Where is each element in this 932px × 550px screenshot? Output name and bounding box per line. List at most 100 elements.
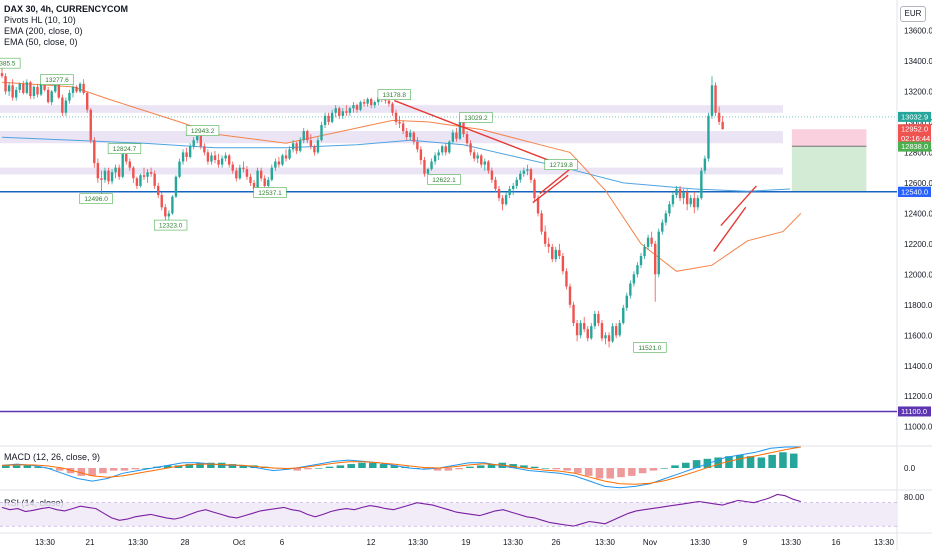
candle-body [89,109,92,141]
candle-body [409,132,412,138]
legend-ema50[interactable]: EMA (50, close, 0) [4,37,78,47]
candle-body [515,179,518,186]
candle-body [171,196,174,214]
rsi-line [1,493,801,527]
candle-body [288,149,291,159]
candle-body [717,112,721,122]
macd-histogram-bar [228,464,237,468]
candle-body [416,141,419,150]
pivot-label-box [633,342,667,353]
candle-body [611,326,614,342]
candle-body [267,179,270,186]
candle-body [682,192,685,199]
candle-body [671,195,675,205]
candle-body [188,146,192,157]
candle-body [370,99,373,106]
candle-body [107,170,110,182]
candle-body [114,167,117,173]
x-tick-label: 13:30 [781,538,802,547]
candle-body [82,83,85,93]
macd-histogram-bar [789,453,798,468]
candle-body [504,195,508,205]
trend-line [720,185,757,227]
legend-ema200[interactable]: EMA (200, close, 0) [4,26,83,36]
candle-body [643,246,646,257]
candle-body [39,83,43,95]
candle-body [710,85,714,116]
candle-body [110,172,114,182]
candle-body [210,155,213,162]
macd-histogram-bar [541,468,550,469]
candle-body [419,149,423,161]
x-tick-label: 19 [462,538,471,547]
macd-histogram-bar [692,460,701,468]
x-tick-label: 6 [280,538,285,547]
candle-body [36,86,39,95]
candle-body [242,167,245,170]
candle-body [224,155,227,159]
macd-histogram-bar [120,468,129,471]
currency-button[interactable]: EUR [900,6,926,22]
price-tag-label: 12952.0 [901,125,928,134]
candle-body [632,274,636,284]
candle-body [263,178,266,186]
candle-body [543,231,547,244]
candle-body [192,140,195,147]
candle-body [441,146,444,153]
candle-body [71,86,75,93]
pivot-label: 13277.6 [45,77,69,84]
candle-body [373,102,376,106]
x-tick-label: 13:30 [408,538,429,547]
candle-body [341,111,344,116]
candle-body [497,188,501,199]
candle-body [146,172,149,177]
legend-pivots[interactable]: Pivots HL (10, 10) [4,15,76,25]
candle-body [508,188,511,196]
trend-line [532,174,569,204]
candle-body [291,143,295,150]
candle-body [128,161,131,168]
macd-histogram-bar [142,468,150,469]
candle-body [0,73,4,77]
x-tick-label: 21 [86,538,95,547]
macd-histogram-bar [455,468,463,470]
y-tick-label: 11400.0 [904,362,932,371]
candle-body [323,115,327,125]
macd-histogram-bar [315,468,323,469]
candle-body [412,132,415,142]
candle-body [526,169,529,171]
candle-body [707,115,710,159]
price-tag-label: 13032.9 [901,112,928,121]
macd-histogram-bar [131,468,140,470]
macd-histogram-bar [379,464,388,468]
macd-histogram-bar [520,465,528,468]
macd-histogram-bar [433,468,442,471]
pivot-label: 13385.5 [0,61,16,68]
candle-body [607,335,611,342]
macd-histogram-bar [714,457,722,468]
price-tag-label: 12838.0 [901,142,928,151]
candle-body [103,170,107,180]
pivot-label: 11521.0 [638,345,661,352]
candle-body [57,82,60,98]
candle-body [164,207,167,217]
candle-body [693,198,696,208]
pivot-label-box [185,125,220,136]
y-tick-label: 11600.0 [904,331,932,340]
macd-histogram-bar [476,465,485,468]
candle-body [586,329,589,339]
legend-symbol: DAX 30, 4h, CURRENCYCOM [4,4,129,14]
candle-body [29,82,32,97]
candle-body [149,172,153,174]
candle-body [213,155,217,161]
pivot-label-box [153,219,188,231]
macd-histogram-bar [660,468,668,469]
candle-body [299,140,302,151]
candle-body [18,83,21,90]
candle-body [61,97,64,113]
candle-body [199,134,202,147]
x-tick-label: 26 [552,538,561,547]
legend-macd[interactable]: MACD (12, 26, close, 9) [4,452,101,462]
price-tag-label: 11100.0 [901,407,927,416]
